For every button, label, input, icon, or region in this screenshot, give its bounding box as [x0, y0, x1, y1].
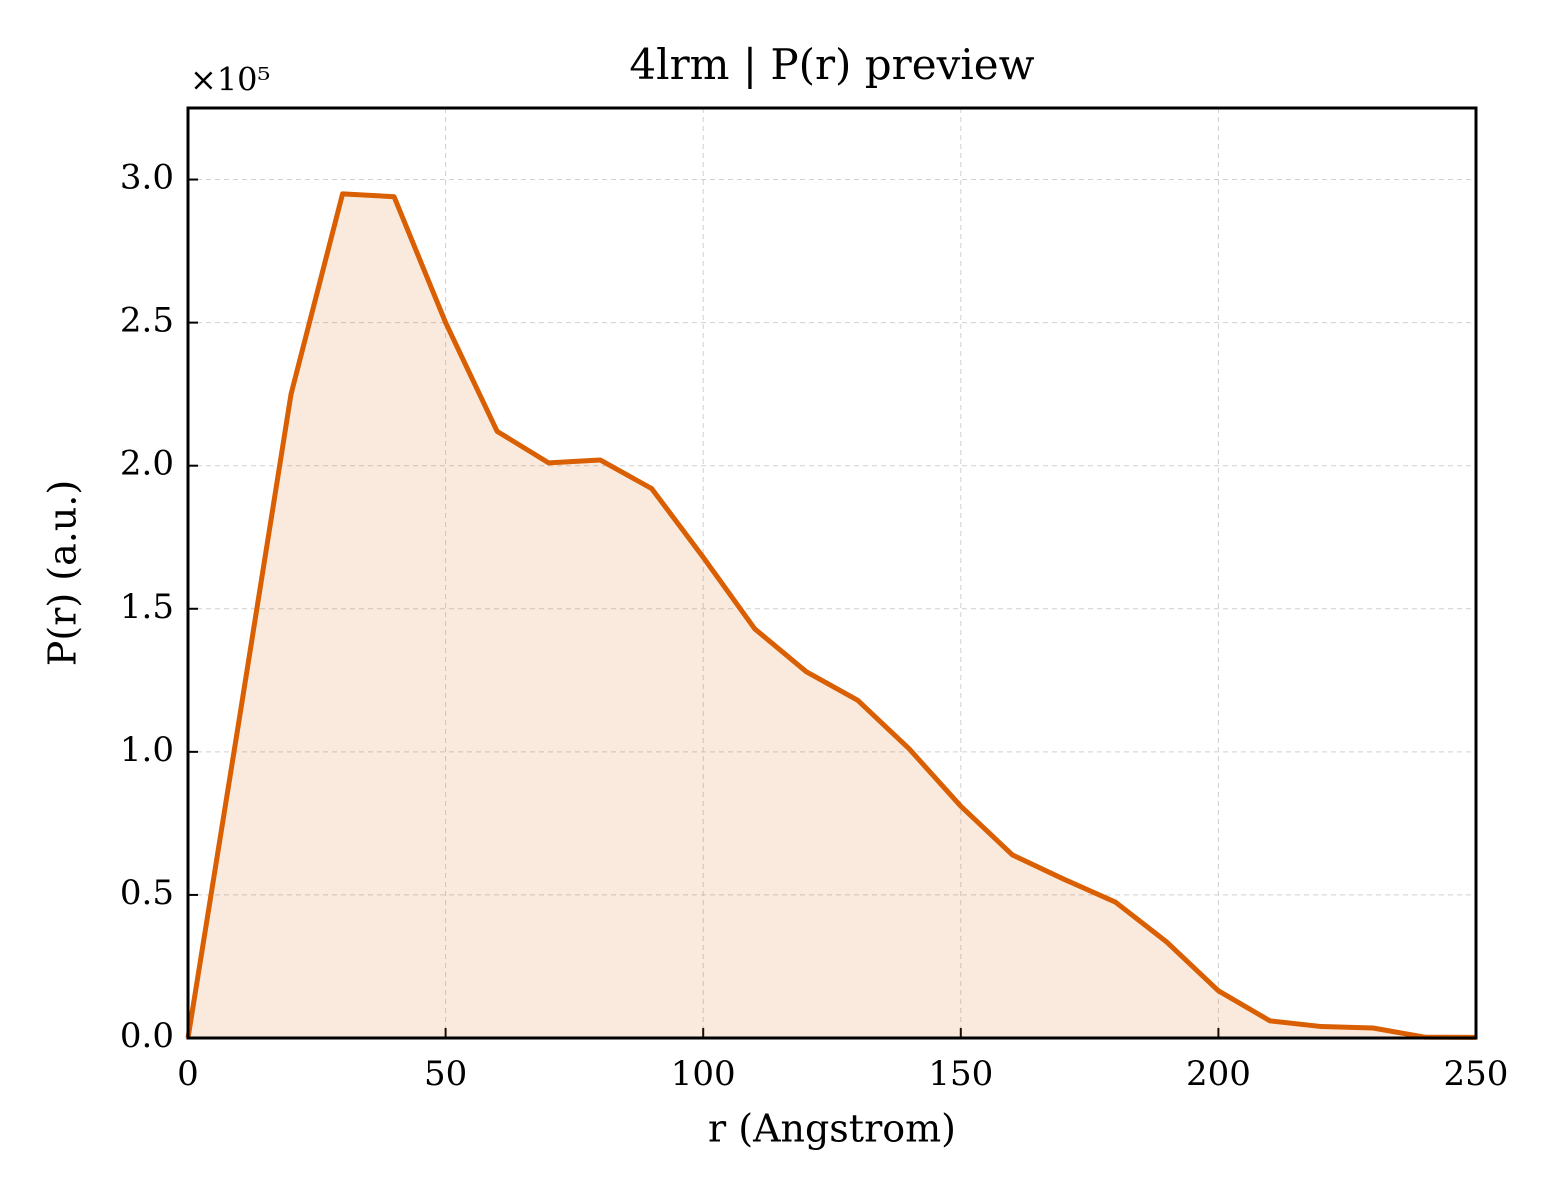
y-offset-label: ×10⁵ [190, 61, 270, 99]
y-tick-label: 0.5 [120, 873, 174, 913]
x-tick-label: 150 [928, 1054, 993, 1094]
x-tick-label: 200 [1186, 1054, 1251, 1094]
y-tick-label: 0.0 [120, 1016, 174, 1056]
x-tick-label: 50 [424, 1054, 467, 1094]
x-axis-label: r (Angstrom) [708, 1107, 956, 1151]
y-axis-label: P(r) (a.u.) [41, 480, 85, 666]
line [185, 191, 1477, 1040]
y-tick-label: 2.0 [120, 444, 174, 484]
y-tick-label: 2.5 [120, 301, 174, 341]
y-tick-label: 1.0 [120, 730, 174, 770]
x-tick-label: 100 [671, 1054, 736, 1094]
y-tick-label: 3.0 [120, 158, 174, 198]
x-tick-label: 0 [177, 1054, 199, 1094]
x-tick-label: 250 [1444, 1054, 1509, 1094]
area [188, 193, 1476, 1038]
chart-title: 4lrm | P(r) preview [629, 40, 1034, 89]
plot-frame [186, 106, 1478, 1040]
y-tick-label: 1.5 [120, 587, 174, 627]
